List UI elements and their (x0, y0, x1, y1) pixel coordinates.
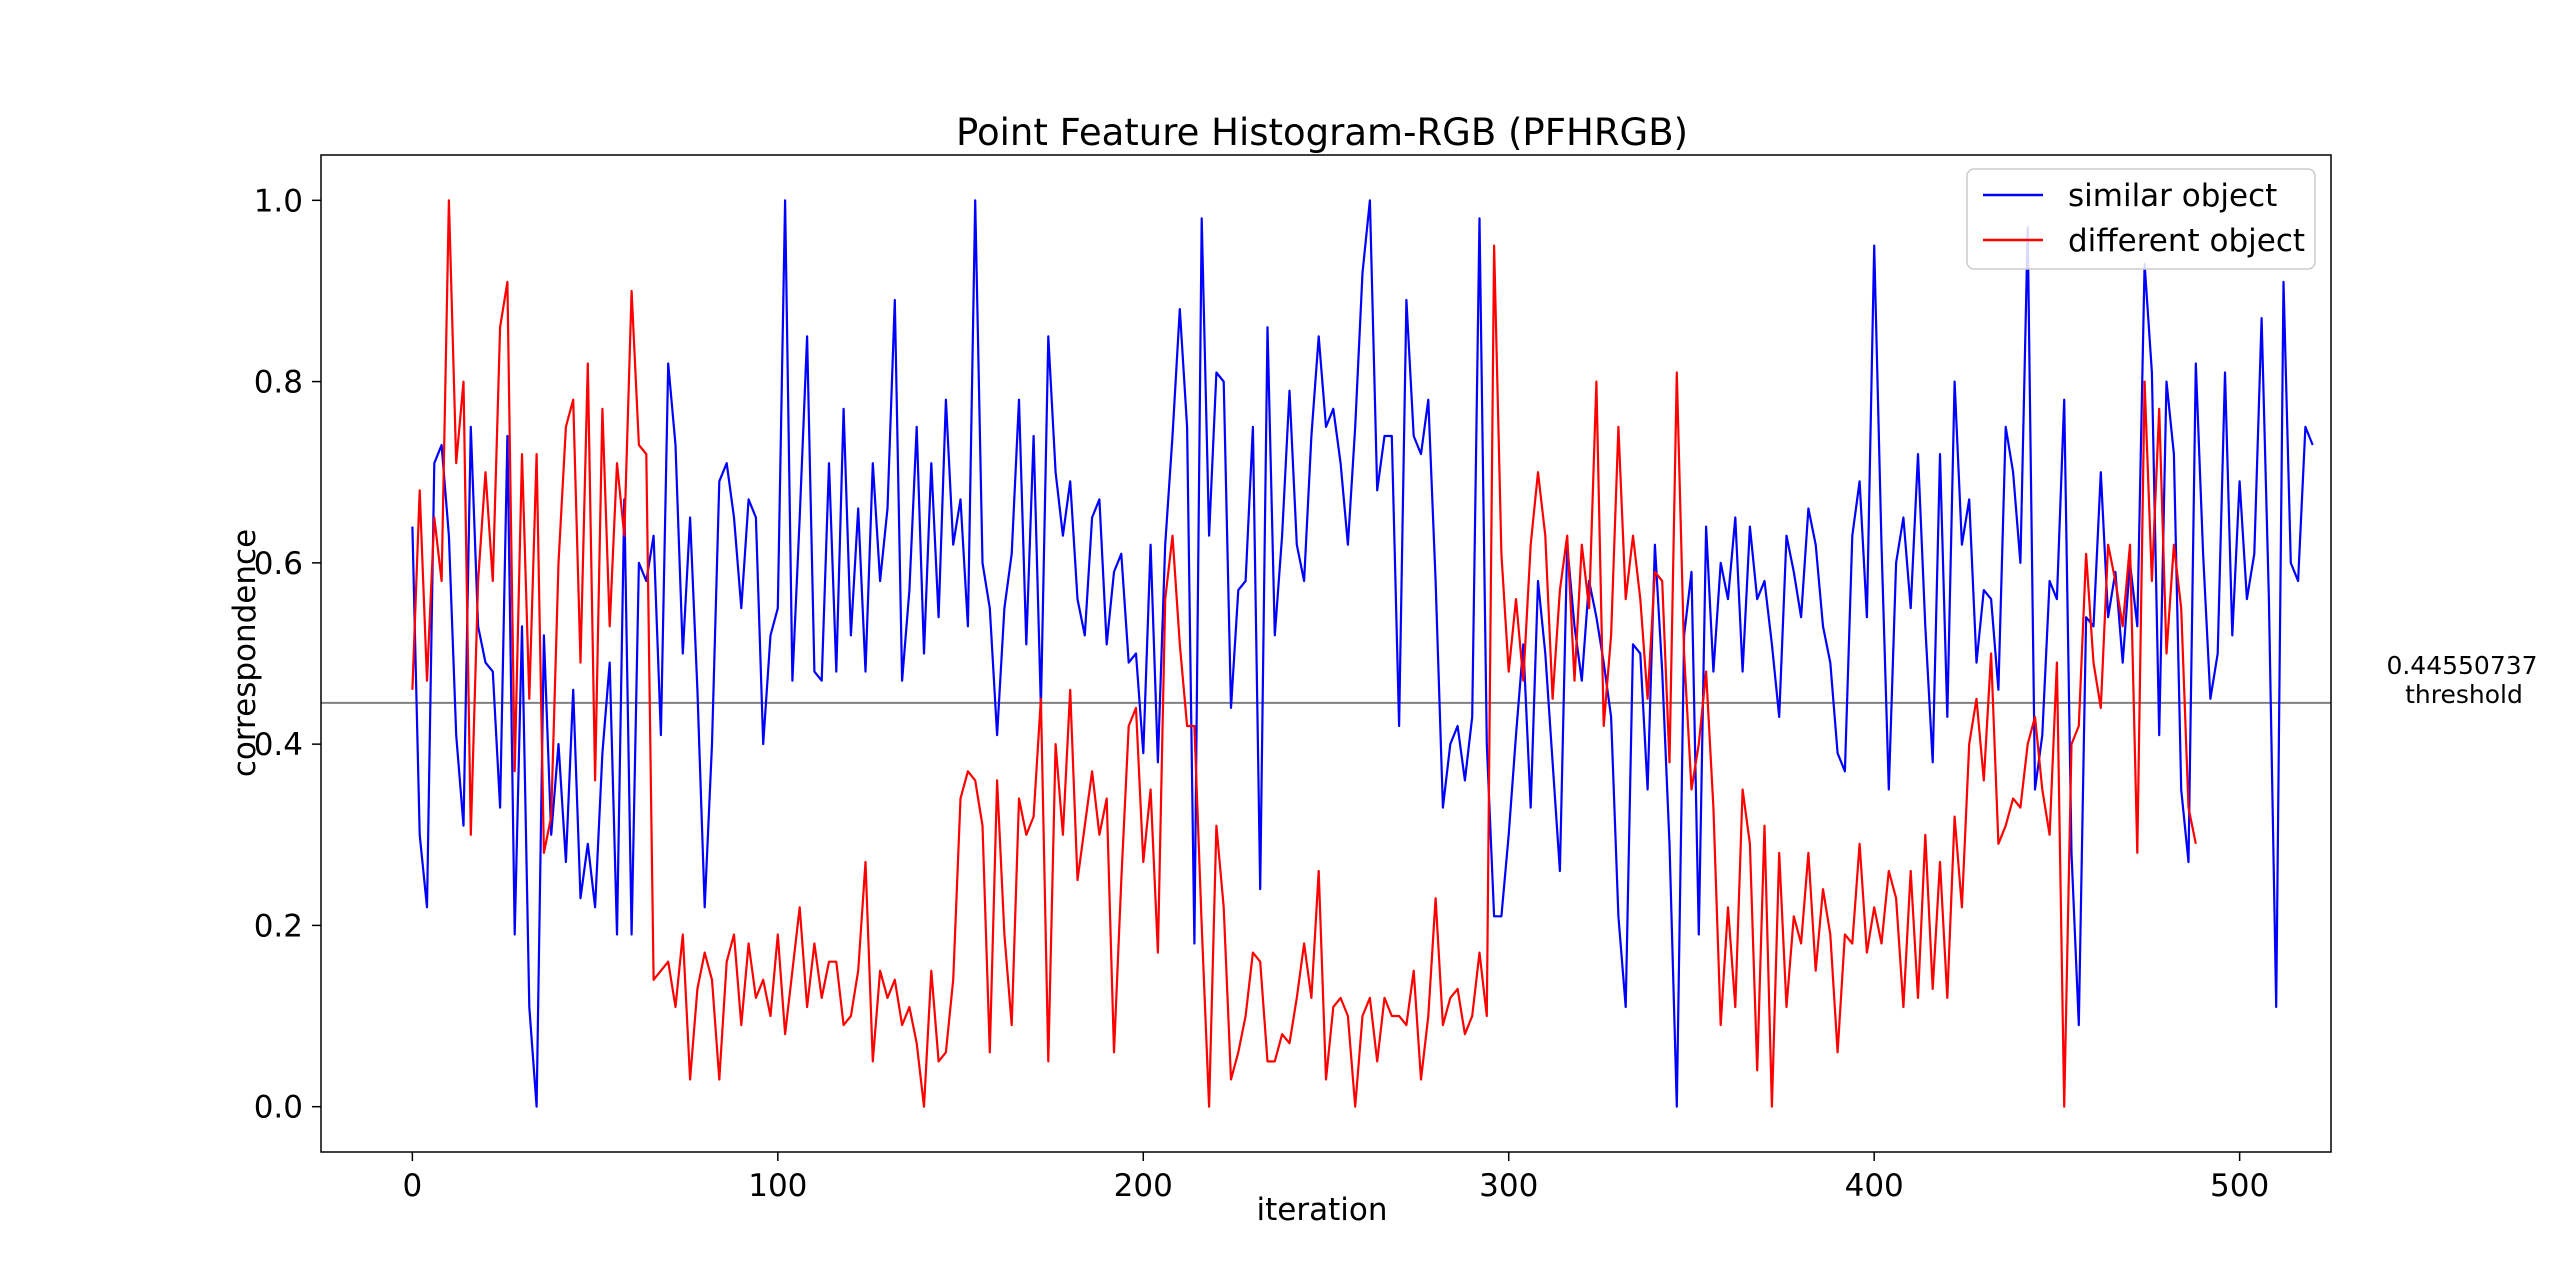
threshold-value-label: 0.44550737 (2386, 651, 2537, 680)
legend: similar object different object (1966, 168, 2316, 270)
y-tick-label: 0.4 (254, 727, 303, 763)
y-tick-label: 0.0 (254, 1090, 303, 1126)
x-axis-label: iteration (1257, 1192, 1388, 1228)
x-tick-label: 300 (1479, 1168, 1538, 1204)
y-axis-ticks: 0.0 0.2 0.4 0.6 0.8 1.0 (254, 183, 321, 1126)
chart-title: Point Feature Histogram-RGB (PFHRGB) (956, 111, 1688, 154)
y-tick-label: 1.0 (254, 183, 303, 219)
legend-box (1966, 168, 2316, 270)
plot-frame (320, 154, 2332, 1153)
series-line-similar-object (411, 199, 2314, 1108)
x-tick-label: 400 (1845, 1168, 1904, 1204)
y-axis-label: correspondence (227, 529, 263, 777)
y-tick-label: 0.2 (254, 908, 303, 944)
x-tick-label: 500 (2210, 1168, 2269, 1204)
x-tick-label: 0 (402, 1168, 422, 1204)
y-tick-label: 0.6 (254, 546, 303, 582)
series-line-different-object (411, 199, 2197, 1108)
legend-label-different-object: different object (2068, 223, 2305, 259)
x-axis-ticks: 0 100 200 300 400 500 (402, 1152, 2269, 1204)
threshold-label: threshold (2405, 680, 2523, 709)
x-tick-label: 200 (1114, 1168, 1173, 1204)
x-tick-label: 100 (748, 1168, 807, 1204)
legend-label-similar-object: similar object (2068, 178, 2277, 214)
series-layer (411, 199, 2314, 1108)
y-tick-label: 0.8 (254, 365, 303, 401)
